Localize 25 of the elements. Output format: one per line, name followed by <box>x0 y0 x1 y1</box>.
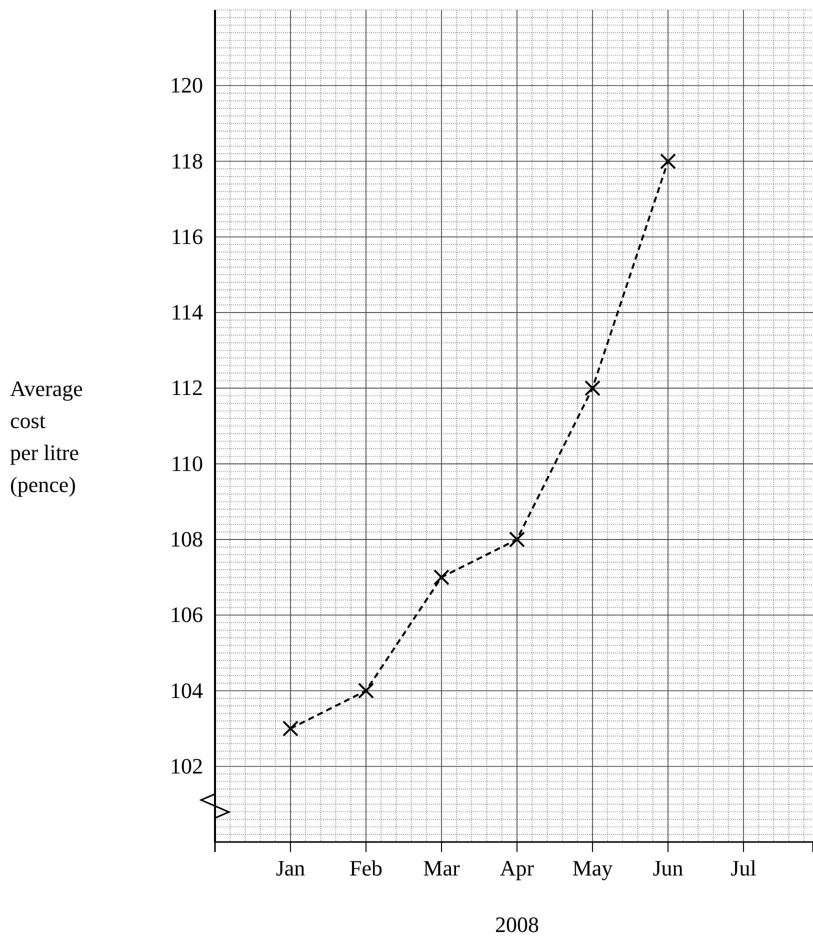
point <box>282 720 298 737</box>
point <box>509 531 525 548</box>
y-tick-label: 108 <box>170 526 203 552</box>
x-axis-title: 2008 <box>495 912 539 937</box>
x-tick-label: Jun <box>652 856 684 881</box>
point <box>358 682 374 699</box>
y-tick-label: 110 <box>170 450 203 476</box>
y-tick-label: 106 <box>170 602 203 628</box>
y-tick-label: 104 <box>170 678 203 703</box>
x-tick-label: Mar <box>423 856 460 881</box>
y-tick-label: 118 <box>170 148 203 174</box>
y-tick-label: 114 <box>170 300 203 325</box>
x-tick-label: Feb <box>350 856 382 881</box>
point <box>584 380 600 396</box>
y-axis-title: Average cost per litre (pence) <box>10 376 83 497</box>
x-tick-label: May <box>572 856 613 881</box>
y-tick-label: 120 <box>170 72 203 98</box>
x-tick-label: Jul <box>730 856 756 881</box>
y-tick-label: 112 <box>170 375 203 400</box>
x-tick-label: Apr <box>500 856 535 881</box>
y-tick-label: 102 <box>170 753 203 778</box>
y-tick-label: 116 <box>170 224 203 249</box>
x-tick-label: Jan <box>276 856 306 881</box>
point <box>434 569 450 586</box>
point <box>660 153 676 170</box>
